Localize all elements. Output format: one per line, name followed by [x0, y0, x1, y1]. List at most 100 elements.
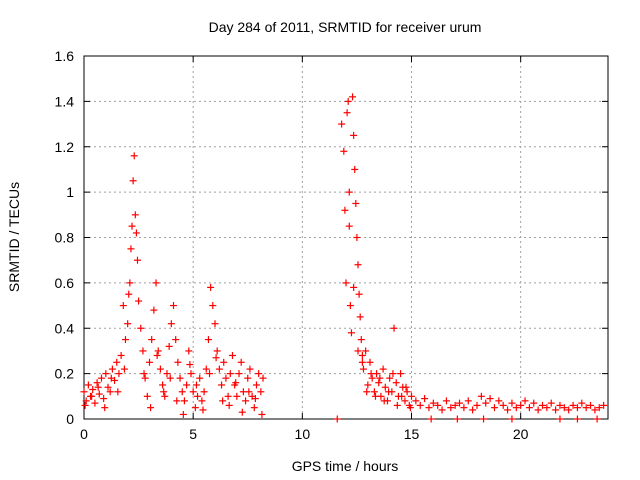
- data-point: [406, 404, 414, 412]
- data-point: [219, 397, 227, 405]
- data-point: [137, 324, 145, 332]
- data-point: [141, 374, 149, 382]
- data-point: [237, 358, 245, 366]
- data-point: [591, 406, 599, 414]
- data-point: [349, 93, 357, 101]
- data-point: [504, 406, 512, 414]
- data-point: [183, 381, 191, 389]
- y-tick-label: 1: [66, 184, 74, 200]
- data-point: [341, 206, 349, 214]
- data-point: [200, 388, 208, 396]
- data-point: [154, 347, 162, 355]
- data-point: [130, 152, 138, 160]
- data-point: [354, 347, 362, 355]
- data-point: [178, 388, 186, 396]
- data-point: [245, 388, 253, 396]
- data-point: [225, 401, 233, 409]
- data-point: [359, 365, 367, 373]
- data-point: [578, 399, 586, 407]
- data-point: [224, 392, 232, 400]
- data-point: [114, 388, 122, 396]
- data-point: [429, 399, 437, 407]
- data-point: [101, 404, 109, 412]
- data-point: [206, 370, 214, 378]
- data-point: [582, 404, 590, 412]
- axis-ticks: [83, 55, 608, 420]
- data-point: [165, 342, 173, 350]
- data-point: [161, 392, 169, 400]
- data-point: [192, 381, 200, 389]
- data-point: [104, 383, 112, 391]
- data-point: [132, 229, 140, 237]
- data-point: [146, 358, 153, 366]
- data-point: [150, 306, 158, 314]
- data-point: [362, 347, 370, 355]
- data-point: [211, 320, 219, 328]
- data-point: [416, 401, 424, 409]
- x-tick-label: 5: [189, 426, 197, 442]
- data-point: [486, 395, 494, 403]
- data-point: [129, 177, 137, 185]
- data-point: [242, 397, 250, 405]
- data-point: [593, 415, 601, 423]
- data-point: [251, 395, 259, 403]
- data-point: [342, 279, 350, 287]
- data-point: [97, 374, 105, 382]
- data-point: [600, 401, 608, 409]
- data-point: [179, 410, 187, 418]
- data-point: [375, 379, 383, 387]
- data-point: [115, 370, 123, 378]
- y-tick-label: 0.4: [55, 320, 75, 336]
- data-point: [438, 406, 446, 414]
- data-point: [199, 406, 207, 414]
- data-point: [547, 399, 555, 407]
- data-point: [397, 370, 405, 378]
- data-point: [82, 397, 90, 405]
- data-point: [163, 370, 171, 378]
- data-point: [345, 222, 353, 230]
- x-tick-labels: 0 5 10 15 20: [80, 426, 529, 442]
- data-point: [204, 336, 212, 344]
- data-point: [80, 388, 88, 396]
- x-tick-label: 10: [295, 426, 311, 442]
- data-point: [442, 397, 450, 405]
- data-point: [147, 404, 155, 412]
- data-point: [453, 415, 461, 423]
- data-point: [353, 234, 361, 241]
- data-point: [126, 279, 134, 287]
- y-tick-label: 0.8: [55, 230, 75, 246]
- data-point: [346, 302, 354, 310]
- x-tick-label: 0: [80, 426, 88, 442]
- data-point: [213, 347, 221, 355]
- data-point: [393, 401, 401, 409]
- data-points: [80, 93, 608, 423]
- data-point: [89, 386, 97, 394]
- data-point: [140, 370, 148, 378]
- data-point: [390, 324, 398, 332]
- data-point: [238, 408, 246, 416]
- data-point: [102, 370, 110, 378]
- data-point: [257, 388, 265, 396]
- data-point: [482, 399, 490, 407]
- data-point: [196, 374, 204, 382]
- data-point: [368, 374, 376, 382]
- data-point: [347, 329, 355, 337]
- data-point: [508, 399, 516, 407]
- data-point: [172, 336, 180, 344]
- data-point: [176, 374, 184, 382]
- data-point: [174, 358, 182, 366]
- data-point: [499, 401, 507, 409]
- data-point: [84, 381, 92, 389]
- data-point: [255, 370, 263, 378]
- data-point: [128, 222, 136, 230]
- data-point: [338, 120, 346, 128]
- data-point: [220, 358, 228, 366]
- data-point: [402, 383, 410, 391]
- data-point: [495, 397, 503, 405]
- data-point: [389, 370, 397, 378]
- data-point: [367, 370, 375, 378]
- data-point: [121, 336, 129, 344]
- data-point: [464, 397, 472, 405]
- x-tick-label: 20: [513, 426, 529, 442]
